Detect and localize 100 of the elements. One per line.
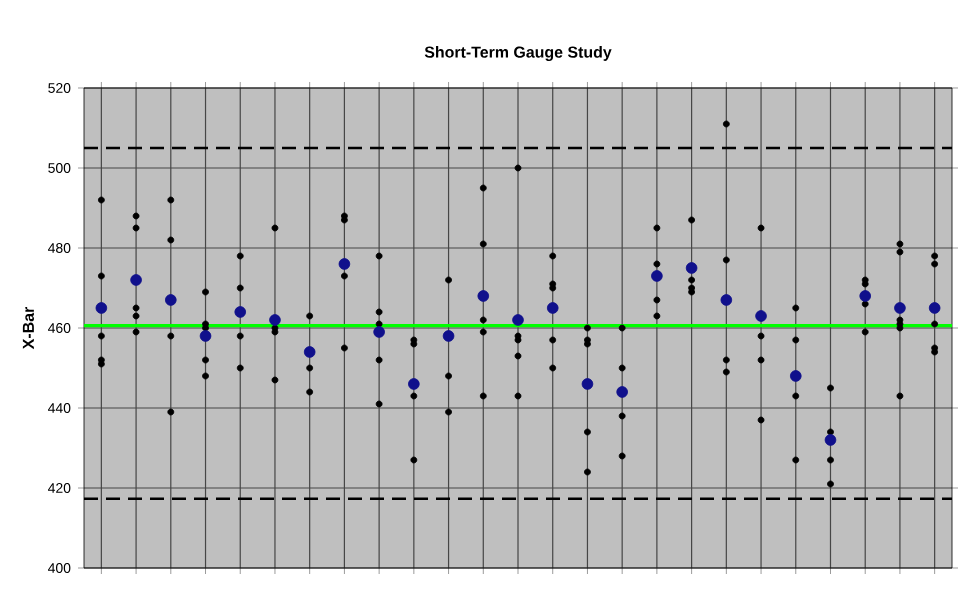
point	[375, 308, 383, 316]
point	[375, 356, 383, 364]
point	[827, 384, 834, 392]
point	[442, 330, 455, 342]
point	[375, 400, 383, 408]
point	[894, 302, 906, 314]
point	[685, 262, 698, 274]
point	[375, 320, 383, 328]
point	[618, 364, 626, 372]
point	[445, 408, 452, 416]
point	[375, 252, 383, 260]
point	[896, 392, 904, 400]
point	[861, 300, 869, 308]
point	[271, 376, 279, 384]
point	[653, 260, 661, 268]
point	[928, 302, 941, 314]
point	[479, 240, 487, 248]
point	[827, 428, 834, 436]
point	[653, 296, 661, 304]
point	[514, 164, 522, 172]
point	[236, 284, 244, 292]
point	[549, 364, 557, 372]
point	[236, 332, 244, 340]
point	[549, 336, 557, 344]
point	[306, 364, 314, 372]
point	[896, 248, 904, 256]
point	[722, 256, 730, 264]
point	[167, 236, 175, 244]
point	[755, 310, 767, 322]
point	[827, 480, 834, 488]
point	[202, 356, 209, 364]
point	[167, 196, 175, 204]
point	[651, 270, 663, 282]
point	[445, 276, 452, 284]
point	[653, 312, 661, 320]
point	[165, 294, 177, 306]
point	[722, 356, 730, 364]
point	[722, 120, 730, 128]
point	[341, 344, 348, 352]
point	[167, 408, 175, 416]
point	[616, 386, 628, 398]
point	[549, 252, 557, 260]
point	[97, 332, 105, 340]
point	[757, 356, 765, 364]
point	[584, 428, 591, 436]
point	[373, 326, 385, 338]
point	[931, 252, 939, 260]
point	[688, 276, 696, 284]
point	[618, 452, 626, 460]
point	[512, 314, 524, 326]
point	[896, 240, 904, 248]
point	[234, 306, 247, 318]
point	[479, 392, 487, 400]
point	[167, 332, 175, 340]
point	[546, 302, 559, 314]
point	[303, 346, 316, 358]
point	[199, 330, 212, 342]
point	[132, 312, 140, 320]
point	[408, 378, 420, 390]
point	[584, 468, 591, 476]
point	[827, 456, 834, 464]
point	[269, 314, 281, 326]
point	[132, 304, 140, 312]
point	[479, 184, 487, 192]
point	[789, 370, 802, 382]
point	[132, 212, 140, 220]
point	[859, 290, 872, 302]
point	[584, 324, 591, 332]
point	[410, 392, 418, 400]
point	[931, 260, 939, 268]
point	[931, 320, 939, 328]
point	[306, 312, 314, 320]
point	[445, 372, 452, 380]
point	[410, 456, 418, 464]
point	[338, 258, 351, 270]
point	[132, 224, 140, 232]
point	[95, 302, 108, 314]
point	[792, 336, 800, 344]
point	[236, 364, 244, 372]
point	[581, 378, 594, 390]
point	[757, 416, 765, 424]
point	[202, 288, 209, 296]
point	[477, 290, 490, 302]
point	[618, 324, 626, 332]
point	[306, 388, 314, 396]
point	[514, 352, 522, 360]
point	[97, 272, 105, 280]
point	[720, 294, 733, 306]
point	[792, 392, 800, 400]
point	[202, 372, 209, 380]
point	[824, 434, 837, 446]
point	[861, 328, 869, 336]
point	[271, 224, 279, 232]
point	[653, 224, 661, 232]
point	[97, 196, 105, 204]
point	[341, 272, 348, 280]
point	[479, 328, 487, 336]
point	[792, 304, 800, 312]
point	[236, 252, 244, 260]
point	[688, 216, 696, 224]
